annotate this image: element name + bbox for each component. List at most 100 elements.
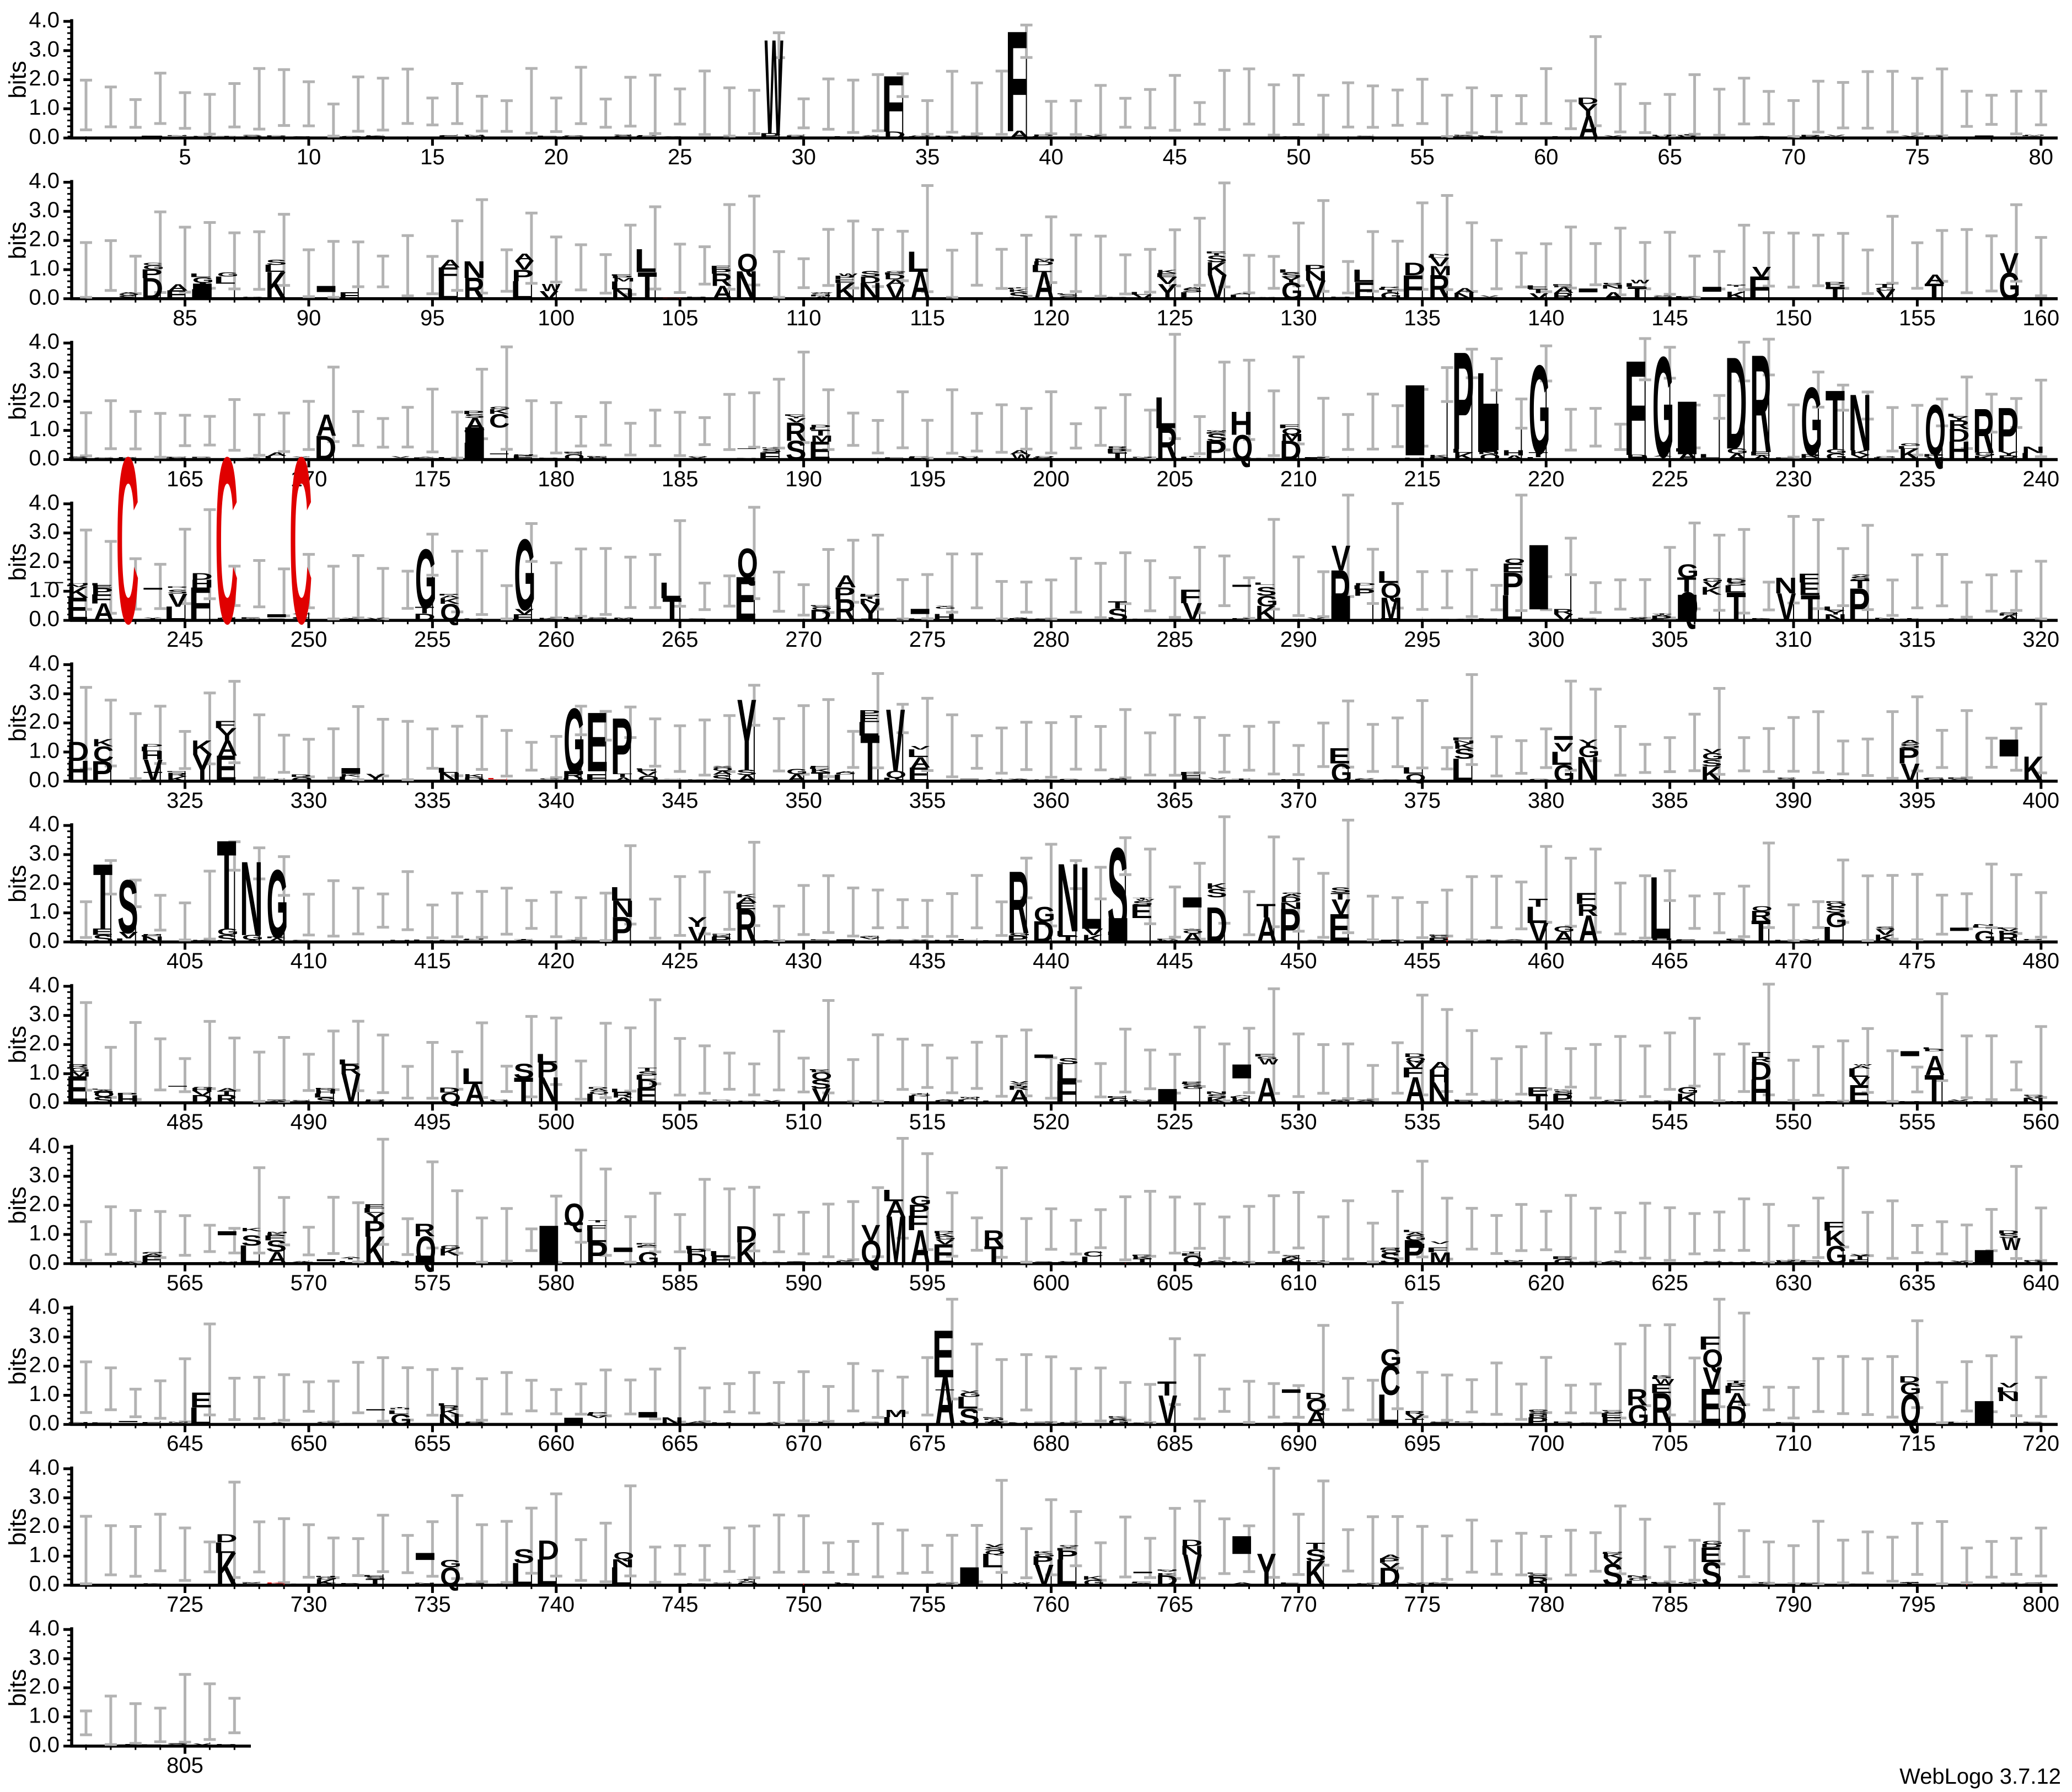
svg-text:I: I (1026, 1054, 1062, 1059)
svg-text:S: S (686, 619, 707, 620)
svg-text:805: 805 (167, 1753, 203, 1778)
svg-text:85: 85 (173, 306, 197, 330)
svg-text:1.0: 1.0 (29, 899, 60, 924)
svg-text:I: I (1545, 1100, 1581, 1102)
svg-text:L: L (436, 766, 459, 774)
svg-text:P: P (1947, 618, 1969, 619)
svg-text:90: 90 (297, 306, 321, 330)
svg-text:A: A (812, 1262, 832, 1264)
svg-text:710: 710 (1775, 1431, 1812, 1456)
svg-text:0.0: 0.0 (29, 285, 60, 309)
svg-text:C: C (489, 298, 510, 299)
svg-text:F: F (213, 719, 236, 730)
svg-text:A: A (119, 292, 139, 294)
svg-text:P: P (1155, 939, 1177, 941)
svg-text:3.0: 3.0 (29, 1323, 60, 1348)
svg-text:2.0: 2.0 (29, 388, 60, 412)
svg-text:N: N (1601, 619, 1624, 620)
svg-text:G: G (440, 1244, 461, 1250)
svg-text:290: 290 (1280, 627, 1317, 652)
svg-text:E: E (1007, 778, 1029, 779)
svg-text:L: L (1525, 1573, 1548, 1574)
svg-text:I: I (630, 1410, 665, 1419)
svg-text:I: I (1422, 619, 1458, 621)
svg-text:P: P (1105, 297, 1128, 298)
svg-text:S: S (1306, 940, 1327, 941)
svg-text:Y: Y (242, 457, 262, 458)
svg-text:410: 410 (291, 949, 328, 973)
svg-text:K: K (736, 894, 756, 899)
svg-text:N: N (463, 135, 486, 136)
svg-text:370: 370 (1280, 788, 1317, 813)
svg-text:T: T (192, 1263, 211, 1264)
svg-text:S: S (1107, 777, 1128, 780)
svg-text:I: I (358, 136, 394, 137)
svg-text:I: I (481, 137, 517, 138)
svg-text:L: L (981, 1101, 1003, 1102)
svg-text:I: I (1323, 136, 1359, 138)
svg-text:140: 140 (1528, 306, 1565, 330)
svg-text:F: F (1277, 423, 1300, 430)
svg-text:V: V (391, 456, 410, 458)
svg-text:F: F (1698, 1333, 1721, 1354)
svg-text:4.0: 4.0 (29, 330, 60, 354)
svg-text:I: I (1224, 1424, 1260, 1425)
svg-text:0.0: 0.0 (29, 1090, 60, 1114)
svg-text:680: 680 (1033, 1431, 1070, 1456)
svg-text:H: H (314, 1576, 337, 1578)
svg-text:420: 420 (538, 949, 575, 973)
svg-text:E: E (586, 694, 608, 789)
svg-text:D: D (736, 1222, 758, 1248)
svg-text:R: R (1058, 137, 1079, 138)
svg-text:280: 280 (1033, 627, 1070, 652)
svg-text:4.0: 4.0 (29, 812, 60, 836)
svg-text:630: 630 (1775, 1271, 1812, 1295)
svg-text:E: E (1328, 744, 1350, 768)
svg-text:A: A (1430, 1060, 1451, 1072)
svg-text:Q: Q (1999, 1582, 2020, 1584)
svg-text:E: E (2021, 1422, 2043, 1423)
svg-text:3.0: 3.0 (29, 1002, 60, 1026)
svg-text:510: 510 (785, 1110, 822, 1134)
svg-text:4.0: 4.0 (29, 1295, 60, 1319)
svg-text:L: L (535, 1051, 558, 1065)
svg-text:D: D (438, 1086, 460, 1094)
svg-text:I: I (1323, 941, 1359, 942)
svg-text:V: V (366, 940, 385, 942)
svg-text:I: I (407, 1253, 443, 1267)
svg-text:A: A (415, 457, 436, 458)
svg-text:D: D (983, 137, 1005, 138)
svg-text:P: P (858, 709, 880, 717)
svg-text:L: L (1104, 137, 1127, 138)
svg-text:1.0: 1.0 (29, 1543, 60, 1567)
svg-text:F: F (1575, 890, 1597, 908)
svg-text:L: L (65, 136, 88, 137)
svg-text:775: 775 (1404, 1592, 1441, 1617)
svg-text:295: 295 (1404, 627, 1441, 652)
svg-text:I: I (828, 938, 863, 943)
svg-text:N: N (1873, 618, 1896, 619)
svg-text:L: L (906, 618, 929, 620)
svg-text:Y: Y (737, 678, 757, 791)
svg-text:G: G (1677, 1085, 1699, 1096)
svg-text:bits: bits (4, 222, 31, 259)
svg-text:650: 650 (291, 1431, 328, 1456)
svg-text:L: L (1402, 765, 1424, 776)
svg-text:I: I (308, 284, 344, 294)
svg-text:4.0: 4.0 (29, 490, 60, 514)
svg-text:P: P (932, 1231, 954, 1234)
svg-text:P: P (1848, 137, 1870, 138)
svg-text:605: 605 (1157, 1271, 1194, 1295)
svg-text:0.0: 0.0 (29, 607, 60, 631)
svg-text:S: S (117, 865, 138, 949)
svg-text:G: G (885, 271, 907, 273)
svg-text:I: I (135, 587, 171, 590)
svg-text:A: A (1010, 618, 1030, 619)
svg-text:Q: Q (1059, 1422, 1080, 1424)
svg-text:80: 80 (2029, 145, 2054, 169)
svg-text:P: P (685, 1583, 707, 1584)
svg-text:740: 740 (538, 1592, 575, 1617)
svg-text:360: 360 (1033, 788, 1070, 813)
svg-text:C: C (116, 409, 139, 674)
svg-text:F: F (1451, 737, 1473, 741)
